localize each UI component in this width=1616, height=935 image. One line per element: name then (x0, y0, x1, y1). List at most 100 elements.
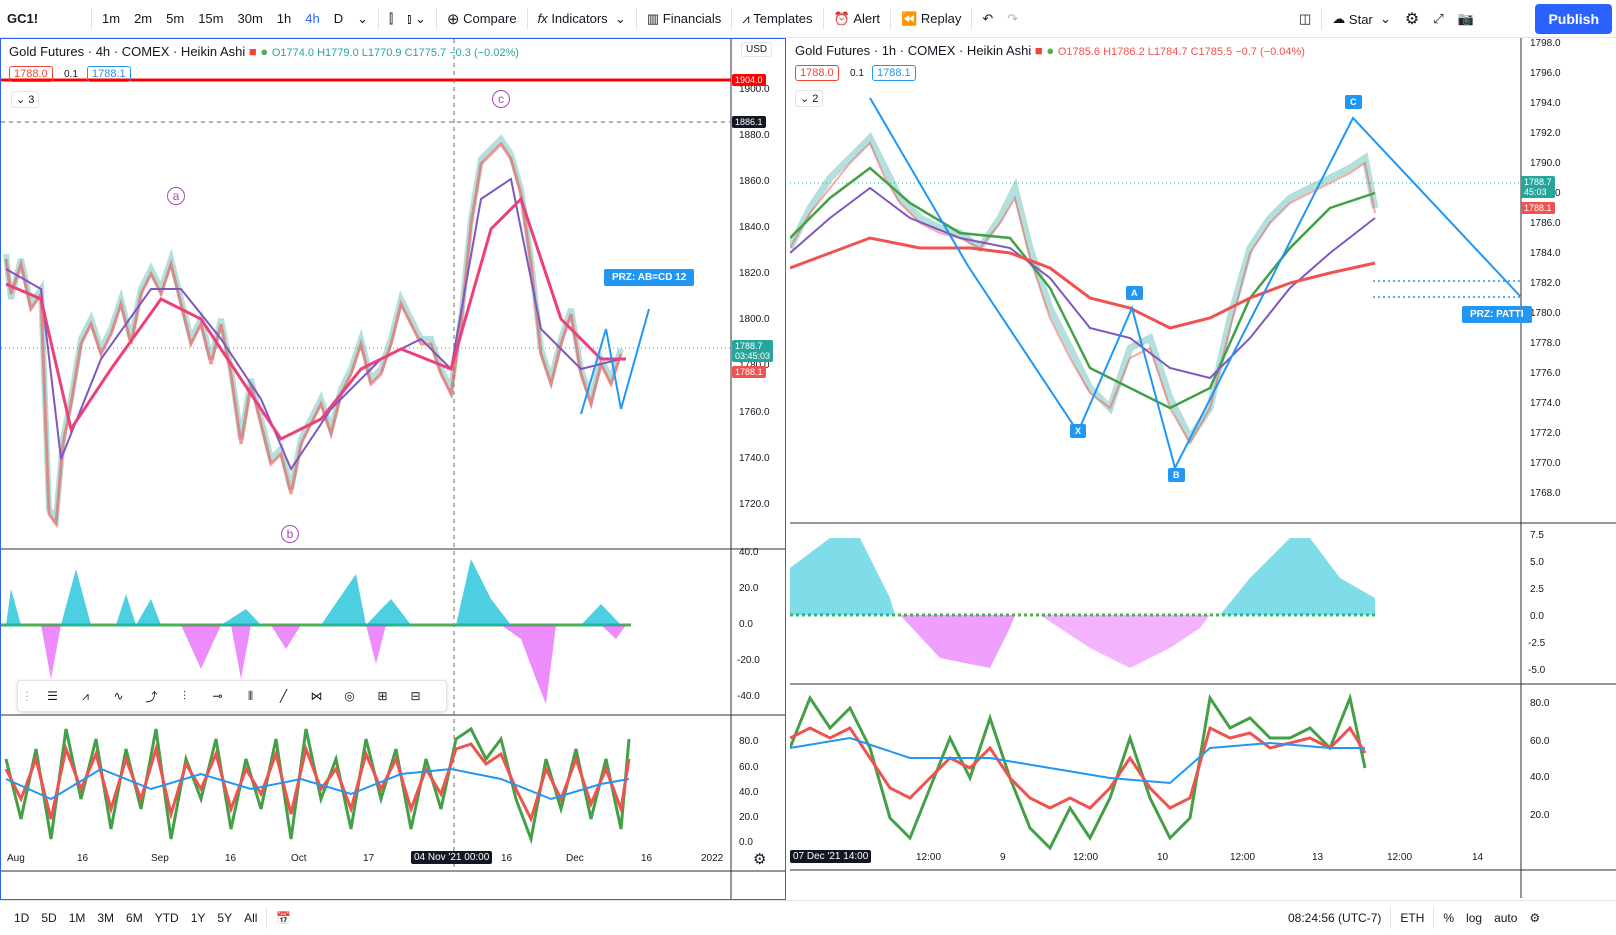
percent-toggle[interactable]: % (1443, 911, 1455, 925)
chart-type-button[interactable]: ⫾ ⌄ (400, 0, 433, 38)
auto-toggle[interactable]: auto (1494, 911, 1518, 925)
top-toolbar: GC1! 1m 2m 5m 15m 30m 1h 4h D ⌄ ⫿ ⫾ ⌄ ⊕ … (0, 0, 1616, 38)
range-5d[interactable]: 5D (41, 911, 57, 925)
left-rsi-lines (4, 726, 631, 845)
svg-text:1798.0: 1798.0 (1530, 38, 1561, 49)
svg-text:1800.0: 1800.0 (739, 314, 770, 325)
interval-d[interactable]: D (333, 11, 344, 26)
fib-retracement-tool[interactable]: ☰ (36, 680, 69, 712)
price-bars (3, 134, 626, 529)
svg-text:16: 16 (77, 853, 89, 864)
bottom-toolbar: 1D 5D 1M 3M 6M YTD 1Y 5Y All 📅 08:24:56 … (0, 900, 1616, 935)
layout-button[interactable]: ◫ (1292, 0, 1318, 38)
horizontal-ray-tool[interactable]: ⊸ (201, 680, 234, 712)
chevron-down-icon: ⌄ (800, 93, 810, 105)
snapshot-button[interactable]: 📷 (1451, 0, 1481, 38)
trend-line-tool[interactable]: ╱ (267, 680, 300, 712)
spiral-tool[interactable]: ◎ (333, 680, 366, 712)
divider (435, 7, 437, 30)
compare-button[interactable]: ⊕ Compare (440, 0, 524, 38)
session-button[interactable]: ETH (1400, 911, 1425, 925)
range-all[interactable]: All (244, 911, 258, 925)
trend-line-icon: ╱ (279, 689, 288, 703)
left-spread: 0.1 (64, 69, 78, 80)
right-time-axis: 12:00 9 12:00 10 12:00 13 12:00 14 (916, 852, 1484, 863)
right-chart-canvas[interactable]: 1798.0 1796.0 1794.0 1792.0 1790.0 1788.… (790, 38, 1616, 898)
interval-dropdown[interactable]: ⌄ (350, 0, 375, 38)
left-chart-pane[interactable]: 1900.0 1880.0 1860.0 1840.0 1820.0 1800.… (0, 38, 786, 900)
short-position-tool[interactable]: ⊟ (399, 680, 432, 712)
publish-button[interactable]: Publish (1535, 4, 1612, 34)
abcd-icon: ⩘ (82, 688, 89, 703)
interval-30m[interactable]: 30m (237, 11, 263, 26)
xabcd-tool[interactable]: ⋈ (300, 680, 333, 712)
right-ask-box[interactable]: 1788.1 (872, 65, 916, 81)
redo-button[interactable]: ↷ (1000, 0, 1025, 38)
alert-button[interactable]: ⏰ Alert (827, 0, 888, 38)
interval-4h[interactable]: 4h (305, 11, 320, 26)
currency-selector[interactable]: USD (741, 42, 773, 57)
abcd-tool[interactable]: ⩘ (69, 680, 102, 712)
chevron-down-icon: ⌄ (614, 10, 626, 26)
star-button[interactable]: ☁ Star ⌄ (1325, 0, 1398, 38)
drag-handle[interactable]: ⋮ (21, 689, 33, 703)
scale-settings-button[interactable]: ⚙ (1523, 911, 1546, 925)
svg-text:1792.0: 1792.0 (1530, 128, 1561, 139)
right-oscillator (790, 538, 1375, 668)
interval-2m[interactable]: 2m (134, 11, 153, 26)
range-1m[interactable]: 1M (68, 911, 86, 925)
svg-text:Sep: Sep (151, 853, 169, 864)
spiral-icon: ◎ (344, 689, 355, 703)
bar-style-button[interactable]: ⫿ (382, 0, 400, 38)
log-toggle[interactable]: log (1466, 911, 1483, 925)
pitchfork-tool[interactable]: ⫶ (168, 680, 201, 712)
horizontal-ray-icon: ⊸ (212, 689, 223, 703)
right-chart-pane[interactable]: 1798.0 1796.0 1794.0 1792.0 1790.0 1788.… (790, 38, 1616, 900)
path-tool[interactable]: ⤴ (135, 680, 168, 712)
date-range-button[interactable]: 📅 (270, 911, 297, 925)
fullscreen-button[interactable]: ⤢ (1426, 0, 1450, 38)
templates-button[interactable]: ⩘ Templates (735, 0, 819, 38)
range-1y[interactable]: 1Y (190, 911, 206, 925)
compare-label: Compare (463, 11, 517, 26)
alarm-clock-icon: ⏰ (833, 10, 850, 26)
undo-button[interactable]: ↶ (975, 0, 1000, 38)
left-chart-canvas[interactable]: 1900.0 1880.0 1860.0 1840.0 1820.0 1800.… (1, 39, 785, 899)
range-5y[interactable]: 5Y (217, 911, 233, 925)
point-label-a: A (1126, 286, 1143, 300)
settings-button[interactable]: ⚙ (1398, 0, 1426, 38)
prz-label: PRZ: AB=CD 12 (604, 269, 695, 286)
left-ask-box[interactable]: 1788.1 (87, 66, 131, 82)
range-3m[interactable]: 3M (97, 911, 115, 925)
right-rsi-lines (790, 692, 1367, 851)
range-ytd[interactable]: YTD (154, 911, 179, 925)
right-collapse-button[interactable]: ⌄ 2 (795, 90, 824, 107)
long-position-tool[interactable]: ⊞ (366, 680, 399, 712)
interval-1h[interactable]: 1h (276, 11, 292, 26)
financials-button[interactable]: ▥ Financials (640, 0, 728, 38)
range-1d[interactable]: 1D (14, 911, 30, 925)
interval-15m[interactable]: 15m (198, 11, 224, 26)
vertical-lines-tool[interactable]: ⦀ (234, 680, 267, 712)
replay-button[interactable]: ⏪ Replay (894, 0, 968, 38)
xabcd-icon: ⋈ (310, 689, 323, 703)
clock-display[interactable]: 08:24:56 (UTC-7) (1288, 911, 1382, 925)
svg-text:1790.0: 1790.0 (1530, 158, 1561, 169)
symbol-search[interactable]: GC1! (0, 0, 88, 38)
svg-text:1782.0: 1782.0 (1530, 278, 1561, 289)
cloud-icon: ☁ (1332, 11, 1346, 26)
left-oscillator-scale: 40.0 20.0 0.0 -20.0 -40.0 (737, 547, 760, 702)
range-6m[interactable]: 6M (126, 911, 143, 925)
chart-settings-button[interactable]: ⚙ (753, 850, 766, 868)
indicators-button[interactable]: fx Indicators ⌄ (531, 0, 633, 38)
interval-1m[interactable]: 1m (102, 11, 121, 26)
point-label-b: B (1168, 468, 1185, 482)
right-bid-box[interactable]: 1788.0 (795, 65, 839, 81)
hline-price-label: 1904.0 (732, 74, 766, 86)
interval-5m[interactable]: 5m (166, 11, 185, 26)
left-bid-box[interactable]: 1788.0 (9, 66, 53, 82)
elliott-tool[interactable]: ∿ (102, 680, 135, 712)
left-collapse-button[interactable]: ⌄ 3 (11, 91, 40, 108)
elliott-icon: ∿ (113, 689, 124, 703)
svg-text:-20.0: -20.0 (737, 655, 760, 666)
